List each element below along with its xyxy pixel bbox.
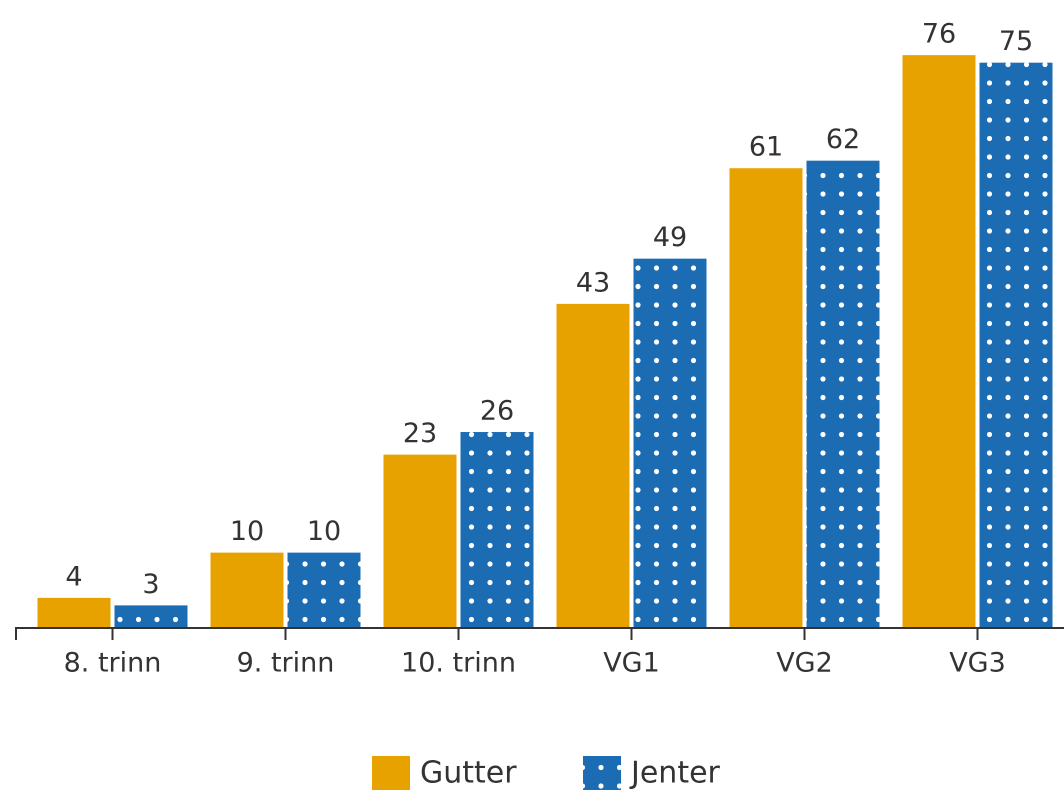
bar [633, 258, 707, 628]
value-label: 43 [576, 267, 610, 298]
bar [114, 605, 188, 628]
value-label: 76 [922, 19, 956, 50]
bar [37, 597, 111, 628]
x-tick-label: 9. trinn [237, 648, 335, 679]
legend-label: Jenter [629, 756, 721, 790]
x-tick-label: VG2 [776, 648, 833, 679]
x-tick-label: VG1 [603, 648, 660, 679]
bar [460, 432, 534, 628]
x-tick-label: 10. trinn [401, 648, 516, 679]
x-tick-label: VG3 [949, 648, 1006, 679]
value-label: 75 [999, 26, 1033, 57]
bar [556, 303, 630, 628]
bar [979, 62, 1053, 628]
bar [287, 552, 361, 628]
bar [210, 552, 284, 628]
value-label: 61 [749, 132, 783, 163]
legend-label: Gutter [420, 756, 517, 790]
value-label: 23 [403, 418, 437, 449]
bar [806, 160, 880, 629]
value-label: 26 [480, 396, 514, 427]
value-label: 62 [826, 124, 860, 155]
bar [902, 55, 976, 628]
bar [383, 454, 457, 628]
value-label: 4 [65, 561, 82, 592]
legend-swatch [583, 756, 621, 790]
x-tick-label: 8. trinn [64, 648, 162, 679]
bar [729, 168, 803, 628]
value-label: 49 [653, 222, 687, 253]
legend-swatch [372, 756, 410, 790]
value-label: 3 [142, 569, 159, 600]
value-label: 10 [230, 516, 264, 547]
value-label: 10 [307, 516, 341, 547]
